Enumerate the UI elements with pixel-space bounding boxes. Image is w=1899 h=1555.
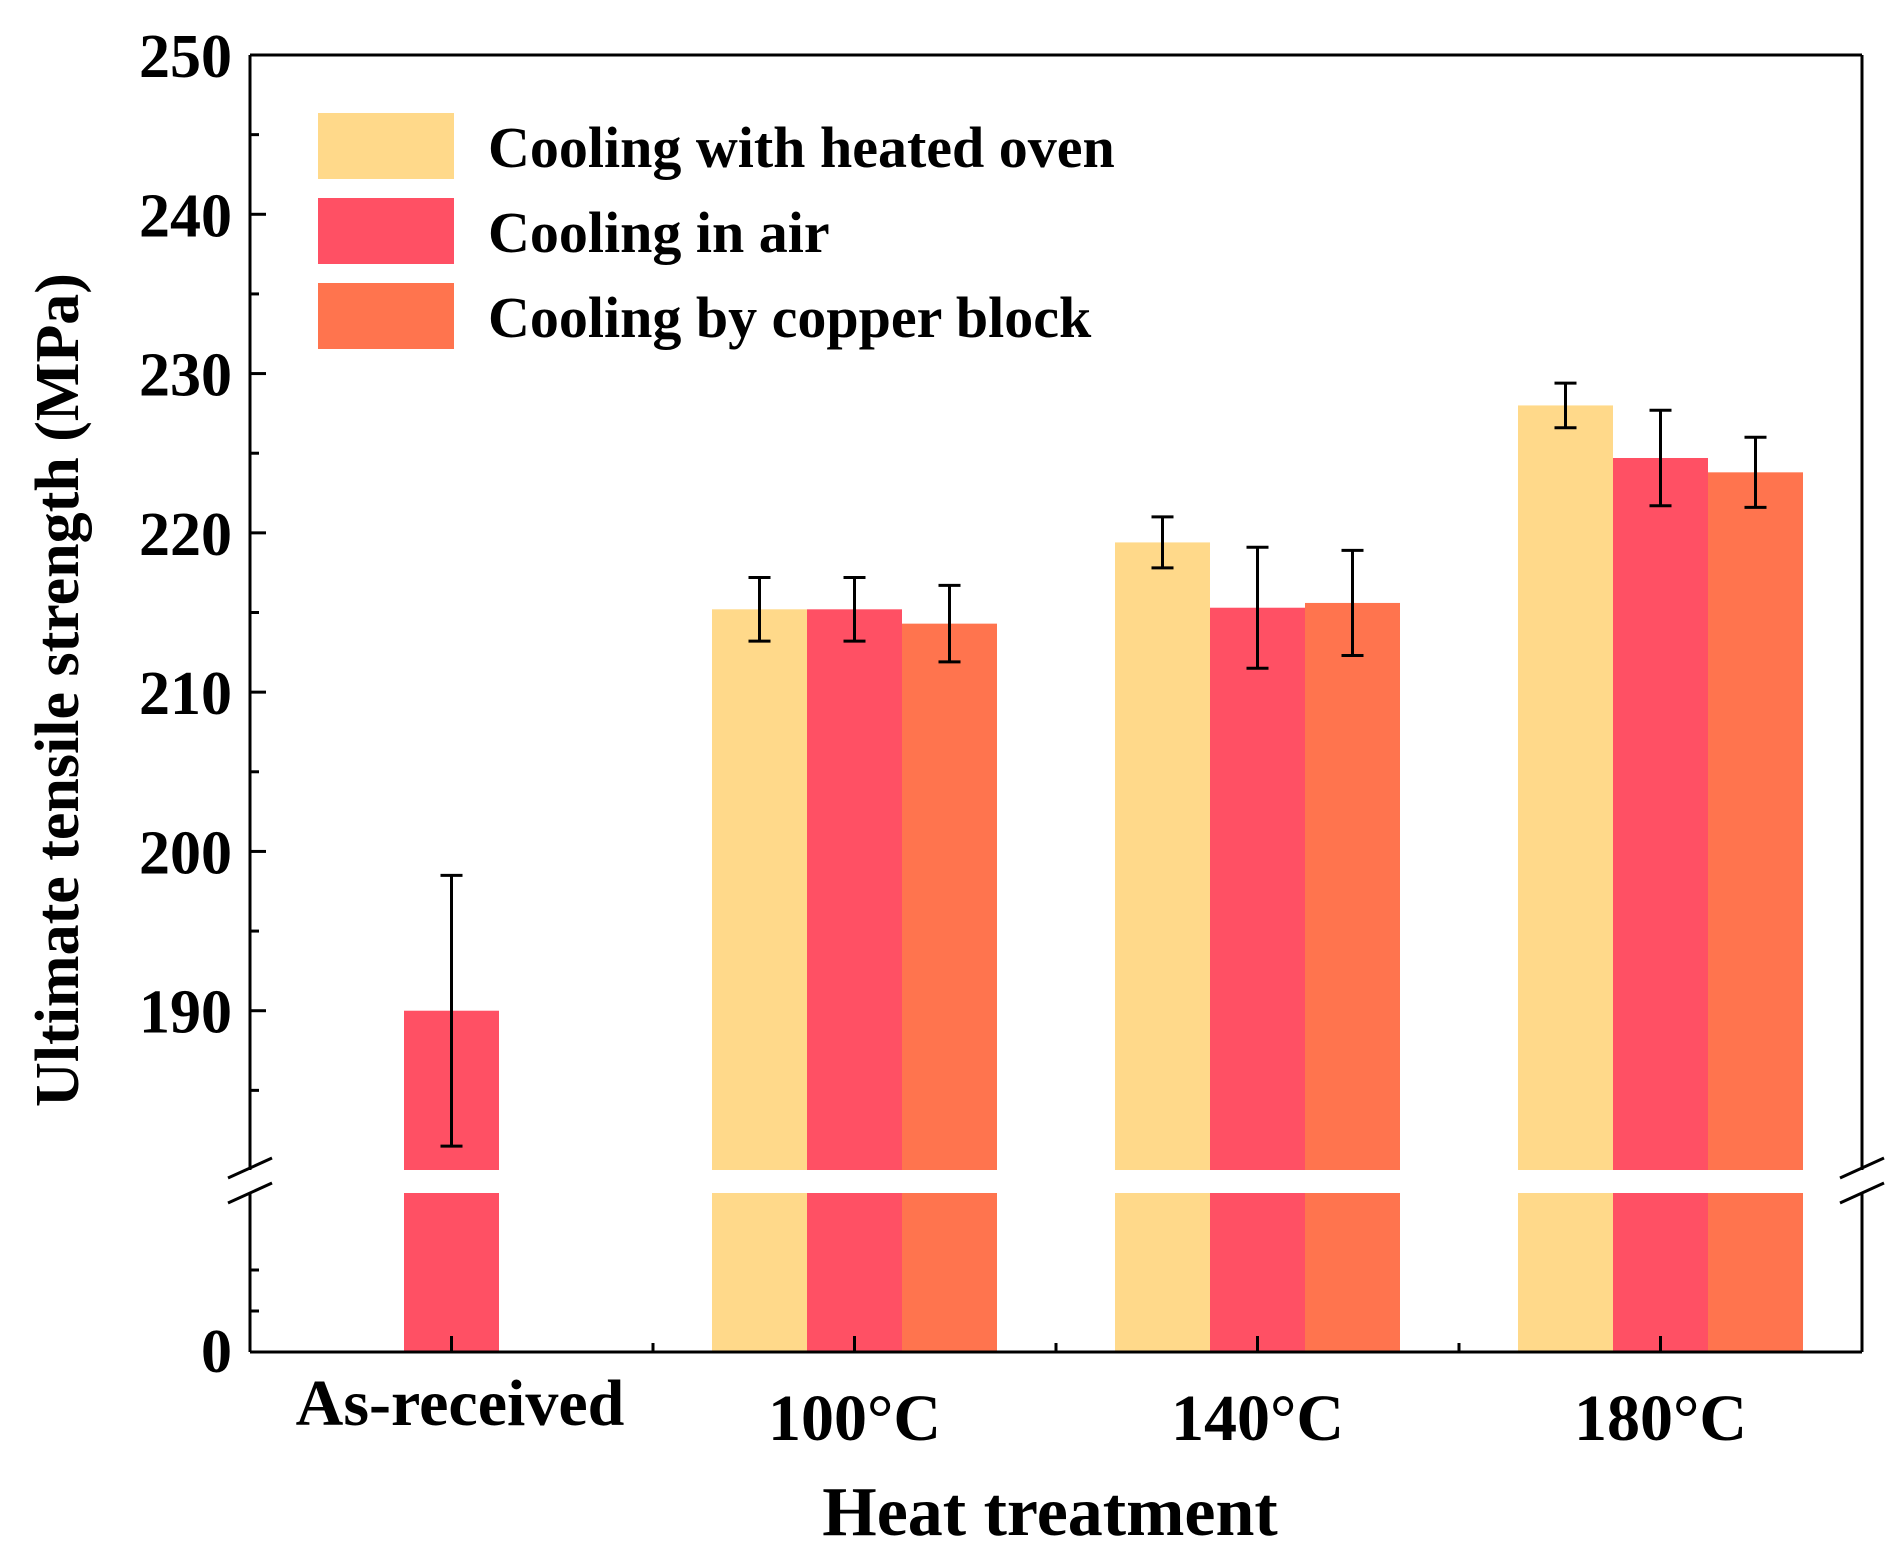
error-bar-2-3 (1246, 545, 1269, 670)
bar-2-3 (1210, 607, 1305, 1352)
bar-1-4 (1518, 405, 1613, 1352)
y-tick-label: 230 (139, 342, 232, 410)
y-tick-label: 200 (139, 819, 232, 887)
bar-3-3 (1305, 602, 1400, 1352)
axis-break-mark-right-bottom (1839, 1181, 1885, 1205)
legend-label-2: Cooling in air (488, 200, 830, 265)
error-bar-3-2 (938, 583, 961, 664)
legend-label-1: Cooling with heated oven (488, 115, 1115, 180)
legend-label-3: Cooling by copper block (488, 285, 1092, 350)
error-bar-2-4 (1649, 408, 1672, 508)
error-bar-2-2 (843, 575, 866, 643)
bar-2-2 (807, 609, 902, 1352)
axis-break-mark-left-bottom (227, 1181, 273, 1205)
axis-break-gap (252, 1170, 1860, 1193)
legend-swatch-2 (318, 198, 454, 264)
plot-area (252, 381, 1860, 1352)
y-tick-label: 190 (139, 979, 232, 1047)
error-bar-1-4 (1554, 381, 1577, 430)
x-axis-title: Heat treatment (822, 1474, 1277, 1551)
axis-break-mark-right-top (1839, 1156, 1885, 1180)
bar-1-3 (1115, 542, 1210, 1352)
y-tick-label: 250 (139, 23, 232, 91)
y-tick-label: 210 (139, 660, 232, 728)
x-tick-label: 140°C (1171, 1382, 1344, 1455)
bar-1-2 (712, 609, 807, 1352)
bar-3-4 (1708, 472, 1803, 1352)
x-tick-label: 100°C (768, 1382, 941, 1455)
y-tick-label: 0 (201, 1318, 232, 1386)
error-bar-1-3 (1151, 515, 1174, 570)
x-tick-label: 180°C (1574, 1382, 1747, 1455)
error-bar-2-1 (440, 873, 463, 1148)
axis-break-mark-left-top (227, 1156, 273, 1180)
error-bar-3-4 (1744, 435, 1767, 509)
y-tick-label: 220 (139, 501, 232, 569)
legend: Cooling with heated oven Cooling in air Co… (318, 113, 1115, 350)
y-tick-label: 240 (139, 182, 232, 250)
axes: 190 200 210 220 230 240 250 0 As-received 100°C 14… (139, 23, 1885, 1455)
legend-swatch-1 (318, 113, 454, 179)
legend-swatch-3 (318, 283, 454, 349)
bar-2-4 (1613, 457, 1708, 1352)
error-bar-3-3 (1341, 548, 1364, 658)
bar-3-2 (902, 623, 997, 1352)
y-axis-title: Ultimate tensile strength (MPa) (24, 273, 92, 1107)
x-tick-label: As-received (296, 1367, 625, 1440)
error-bar-1-2 (748, 575, 771, 643)
